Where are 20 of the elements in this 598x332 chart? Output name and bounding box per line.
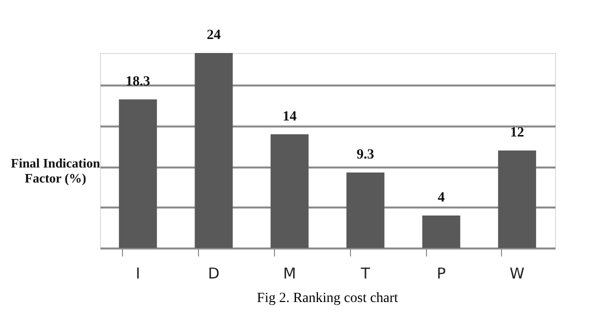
x-tick-label: M: [283, 264, 296, 282]
bar: [346, 172, 384, 248]
y-axis-title: Final Indication Factor (%): [10, 156, 101, 186]
data-label: 24: [206, 28, 221, 43]
data-label: 12: [510, 126, 524, 140]
caption: Fig 2. Ranking cost chart: [256, 291, 398, 306]
data-label: 9.3: [356, 147, 374, 162]
x-tick-label: D: [208, 264, 220, 282]
data-label: 4: [438, 190, 445, 206]
bar: [422, 216, 460, 248]
bar: [194, 53, 233, 248]
x-tick-label: T: [360, 264, 371, 282]
bar: [270, 134, 309, 248]
bar: [118, 99, 157, 248]
bar: [498, 150, 536, 248]
data-label: 14: [282, 109, 297, 124]
data-label: 18.3: [126, 74, 150, 90]
x-tick-label: I: [136, 264, 140, 282]
x-tick-label: P: [436, 264, 446, 282]
x-tick-label: W: [510, 264, 525, 282]
